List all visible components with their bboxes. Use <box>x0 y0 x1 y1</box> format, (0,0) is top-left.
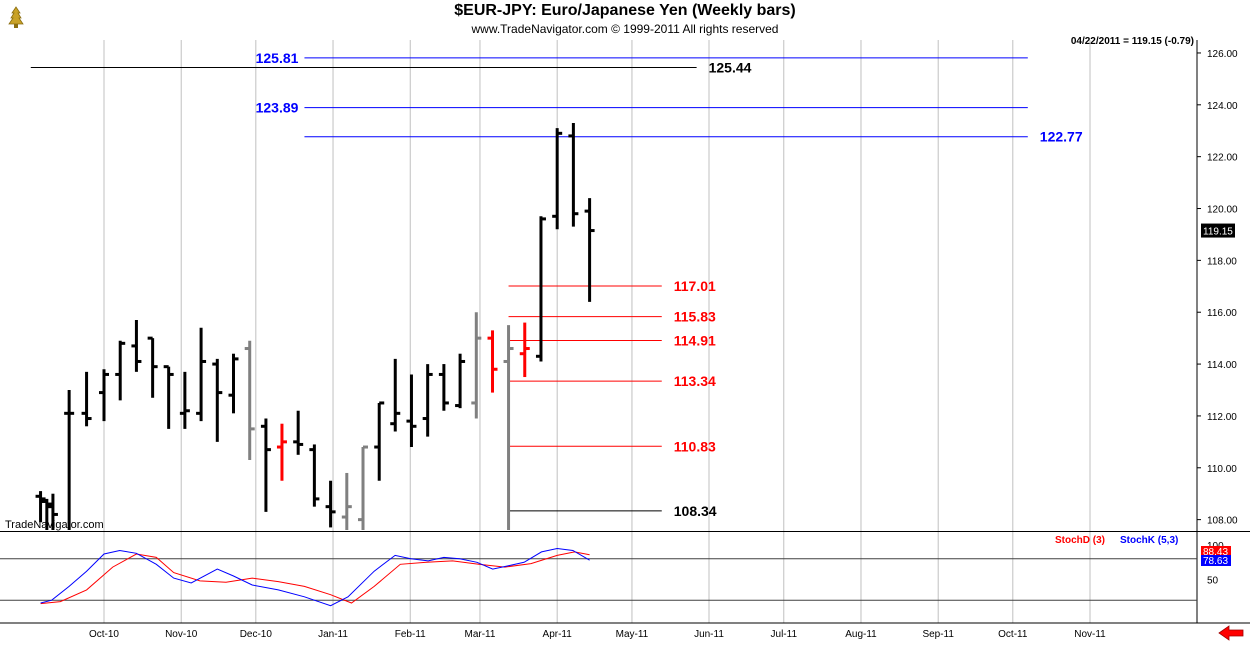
ohlc-bar <box>535 216 546 362</box>
level-label: 122.77 <box>1040 129 1083 145</box>
ohlc-bar <box>212 358 223 442</box>
stoch-y-tick-label: 50 <box>1207 576 1219 587</box>
stochK-legend: StochK (5,3) <box>1120 535 1178 546</box>
ohlc-bar <box>438 364 449 411</box>
stoch-last-label: 88.43 <box>1203 547 1228 558</box>
scroll-left-arrow-icon[interactable] <box>1218 625 1244 641</box>
ohlc-bar <box>64 390 75 530</box>
x-tick-label: Aug-11 <box>845 629 877 640</box>
level-label: 125.81 <box>256 50 299 66</box>
x-tick-label: Sep-11 <box>922 629 954 640</box>
ohlc-bar <box>455 353 466 409</box>
ohlc-bar <box>179 371 190 429</box>
ohlc-bar <box>568 122 579 227</box>
x-tick-label: Oct-10 <box>89 629 119 640</box>
y-tick-label: 116.00 <box>1207 308 1237 319</box>
fib-levels: 125.81 125.44 123.89 122.77 117.01 115.83 114.… <box>30 50 1083 519</box>
y-tick-label: 122.00 <box>1207 153 1238 164</box>
ohlc-bar <box>341 472 352 530</box>
ohlc-bar <box>471 312 482 419</box>
level-label: 115.83 <box>674 309 716 325</box>
ohlc-bar <box>99 369 109 422</box>
ohlc-bar <box>81 371 92 427</box>
ohlc-bar <box>47 493 58 530</box>
ohlc-bar <box>390 358 401 432</box>
x-tick-label: Jan-11 <box>318 629 348 640</box>
ohlc-bar <box>147 336 158 398</box>
ohlc-bar <box>131 320 142 372</box>
axes: Oct-10 Nov-10 Dec-10 Jan-11 Feb-11 Mar-11 Apr-… <box>0 40 1250 640</box>
x-tick-label: Jun-11 <box>694 629 724 640</box>
level-label: 110.83 <box>674 438 716 454</box>
last-price-badge <box>1201 223 1235 238</box>
x-tick-label: May-11 <box>616 629 649 640</box>
stoch-last-label: 78.63 <box>1203 556 1228 567</box>
ohlc-bar <box>293 410 304 455</box>
y-tick-label: 118.00 <box>1207 256 1237 267</box>
ohlc-bar <box>41 498 52 530</box>
chart-subtitle: www.TradeNavigator.com © 1999-2011 All r… <box>471 22 779 36</box>
x-tick-label: Mar-11 <box>464 629 495 640</box>
ohlc-bar <box>276 423 287 481</box>
stochD-legend: StochD (3) <box>1055 535 1105 546</box>
level-label: 123.89 <box>256 100 299 116</box>
ohlc-bar <box>358 445 369 530</box>
ohlc-bar <box>374 401 385 481</box>
stoch-series-line <box>40 551 590 605</box>
ohlc-bar <box>163 365 174 429</box>
x-tick-label: Nov-11 <box>1074 629 1106 640</box>
y-tick-label: 114.00 <box>1207 360 1237 371</box>
stoch-last-badge <box>1201 546 1231 557</box>
level-label: 108.34 <box>674 503 717 519</box>
y-tick-label: 112.00 <box>1207 412 1237 423</box>
ohlc-bar <box>325 480 336 528</box>
ohlc-bar <box>309 444 320 507</box>
price-readout: 04/22/2011 = 119.15 (-0.79) <box>1070 36 1194 47</box>
ohlc-bar <box>196 327 207 422</box>
ohlc-bar <box>406 374 417 448</box>
x-tick-label: Oct-11 <box>998 629 1028 640</box>
x-tick-label: Apr-11 <box>543 629 573 640</box>
x-tick-label: Jul-11 <box>771 629 798 640</box>
y-tick-label: 120.00 <box>1207 205 1238 216</box>
ohlc-bar <box>503 325 514 530</box>
y-tick-label: 110.00 <box>1207 464 1237 475</box>
y-tick-label: 108.00 <box>1207 516 1238 527</box>
ohlc-bar <box>487 330 498 393</box>
level-label: 113.34 <box>674 373 716 389</box>
level-label: 117.01 <box>674 278 716 294</box>
watermark: TradeNavigator.com <box>5 519 104 531</box>
level-label: 125.44 <box>709 59 752 75</box>
ohlc-bar <box>244 340 255 460</box>
grid <box>103 40 1091 623</box>
x-tick-label: Nov-10 <box>165 629 198 640</box>
ohlc-bar <box>552 128 563 230</box>
level-label: 114.91 <box>674 332 716 348</box>
ohlc-bar <box>228 353 239 414</box>
stoch-last-badge <box>1201 555 1231 566</box>
x-tick-label: Feb-11 <box>395 629 426 640</box>
ohlc-bar <box>422 364 433 437</box>
chart-title: $EUR-JPY: Euro/Japanese Yen (Weekly bars… <box>454 2 796 19</box>
ohlc-bar <box>584 198 595 302</box>
ohlc-bar <box>260 418 271 512</box>
last-price-label: 119.15 <box>1203 227 1233 238</box>
tradenavigator-logo-icon <box>3 4 29 30</box>
ohlc-bar <box>519 322 530 378</box>
y-tick-label: 126.00 <box>1207 49 1238 60</box>
ohlc-bar <box>35 491 46 523</box>
ohlc-bar <box>115 340 126 401</box>
y-tick-label: 124.00 <box>1207 101 1238 112</box>
x-tick-label: Dec-10 <box>240 629 273 640</box>
ohlc-bars <box>35 122 595 530</box>
stoch-series-line <box>40 547 590 607</box>
